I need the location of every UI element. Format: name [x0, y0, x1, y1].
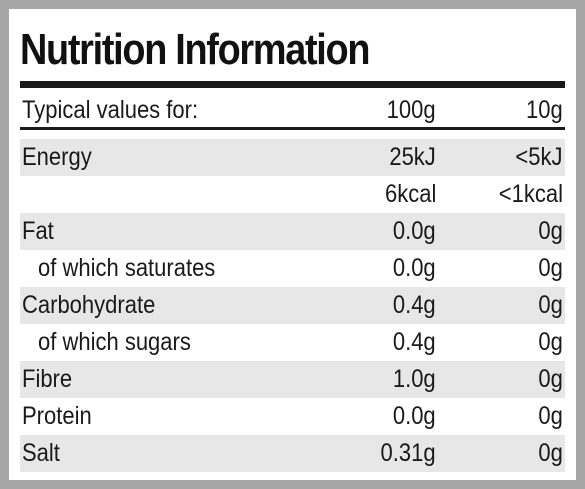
header-divider: [20, 127, 565, 130]
value-per-100g: 25kJ: [389, 143, 436, 171]
row-sugars: of which sugars 0.4g 0g: [20, 324, 565, 361]
row-label: Fibre: [22, 365, 73, 393]
value-per-10g: 0g: [538, 365, 563, 393]
row-carbohydrate: Carbohydrate 0.4g 0g: [20, 287, 565, 324]
row-energy-kcal: 6kcal <1kcal: [20, 176, 565, 213]
row-fibre: Fibre 1.0g 0g: [20, 361, 565, 398]
header-col-10g: 10g: [526, 96, 563, 124]
row-label: Protein: [22, 402, 92, 430]
header-col-100g: 100g: [387, 96, 436, 124]
value-per-10g: 0g: [538, 439, 563, 467]
value-per-100g: 0.0g: [393, 217, 436, 245]
value-per-10g: 0g: [538, 402, 563, 430]
value-per-10g: <1kcal: [498, 180, 563, 208]
header-label: Typical values for:: [22, 96, 199, 124]
row-label: Fat: [22, 217, 54, 245]
row-protein: Protein 0.0g 0g: [20, 398, 565, 435]
header-row: Typical values for: 100g 10g: [20, 92, 565, 129]
row-salt: Salt 0.31g 0g: [20, 435, 565, 472]
row-label: Energy: [22, 143, 92, 171]
title-divider: [20, 81, 565, 88]
row-energy-kj: Energy 25kJ <5kJ: [20, 139, 565, 176]
value-per-100g: 6kcal: [384, 180, 436, 208]
nutrition-table: Nutrition Information Typical values for…: [20, 18, 565, 472]
row-saturates: of which saturates 0.0g 0g: [20, 250, 565, 287]
row-fat: Fat 0.0g 0g: [20, 213, 565, 250]
value-per-10g: 0g: [538, 217, 563, 245]
value-per-100g: 0.31g: [380, 439, 436, 467]
row-label: of which sugars: [38, 328, 191, 356]
value-per-10g: 0g: [538, 328, 563, 356]
row-label: of which saturates: [38, 254, 216, 282]
value-per-10g: <5kJ: [515, 143, 563, 171]
value-per-100g: 0.0g: [393, 402, 436, 430]
nutrition-title: Nutrition Information: [20, 25, 370, 74]
value-per-100g: 1.0g: [393, 365, 436, 393]
value-per-10g: 0g: [538, 291, 563, 319]
value-per-100g: 0.4g: [393, 291, 436, 319]
value-per-100g: 0.4g: [393, 328, 436, 356]
value-per-100g: 0.0g: [393, 254, 436, 282]
value-per-10g: 0g: [538, 254, 563, 282]
row-label: Carbohydrate: [22, 291, 156, 319]
row-label: Salt: [22, 439, 60, 467]
